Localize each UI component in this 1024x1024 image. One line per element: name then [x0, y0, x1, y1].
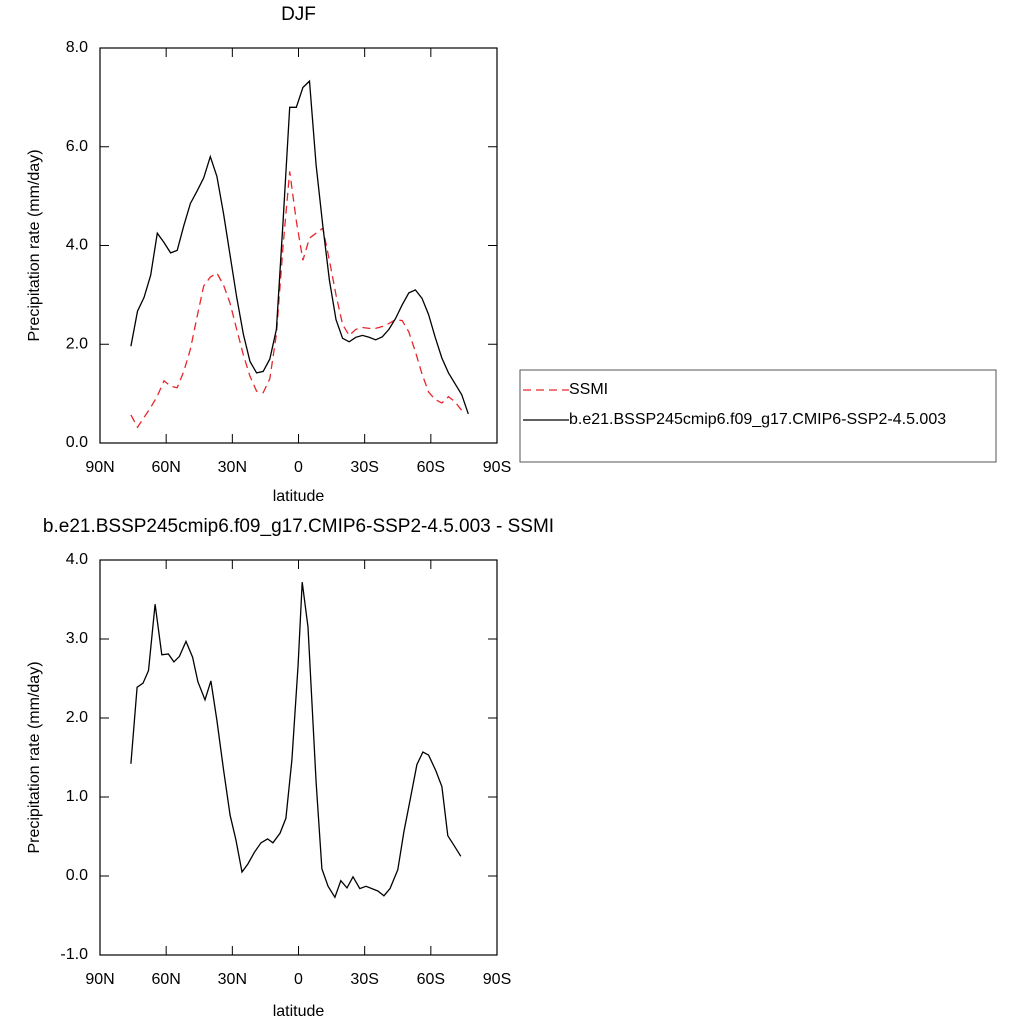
x-tick-label: 90N [85, 971, 114, 988]
x-tick-label: 60S [417, 971, 445, 988]
x-tick-label: 90S [483, 971, 511, 988]
y-tick-label: 4.0 [66, 237, 88, 254]
y-tick-label: -1.0 [60, 946, 88, 963]
legend-box [519, 369, 997, 463]
y-tick-label: 2.0 [66, 335, 88, 352]
x-tick-label: 30N [218, 971, 247, 988]
plot-frame [99, 559, 498, 956]
x-tick-label: 60N [151, 459, 180, 476]
x-axis-label: latitude [273, 488, 325, 505]
plot-frame [99, 47, 498, 444]
x-tick-label: 60S [417, 459, 445, 476]
y-tick-label: 8.0 [66, 39, 88, 56]
x-tick-label: 30S [350, 459, 378, 476]
x-tick-label: 0 [294, 971, 303, 988]
chart-title: DJF [281, 4, 316, 25]
y-tick-label: 0.0 [66, 867, 88, 884]
x-axis-label: latitude [273, 1003, 325, 1020]
y-axis-label: Precipitation rate (mm/day) [26, 149, 43, 341]
legend-label: b.e21.BSSP245cmip6.f09_g17.CMIP6-SSP2-4.… [569, 411, 946, 428]
chart-title: b.e21.BSSP245cmip6.f09_g17.CMIP6-SSP2-4.… [43, 516, 554, 537]
x-tick-label: 90N [85, 459, 114, 476]
y-tick-label: 1.0 [66, 788, 88, 805]
legend-label: SSMI [569, 381, 608, 398]
y-tick-label: 0.0 [66, 434, 88, 451]
data-line [130, 171, 463, 429]
x-tick-label: 90S [483, 459, 511, 476]
y-axis-label: Precipitation rate (mm/day) [26, 661, 43, 853]
y-tick-label: 6.0 [66, 138, 88, 155]
y-tick-label: 3.0 [66, 630, 88, 647]
x-tick-label: 60N [151, 971, 180, 988]
y-tick-label: 2.0 [66, 709, 88, 726]
x-tick-label: 30N [218, 459, 247, 476]
x-tick-label: 0 [294, 459, 303, 476]
x-tick-label: 30S [350, 971, 378, 988]
y-tick-label: 4.0 [66, 551, 88, 568]
data-line [130, 79, 469, 415]
data-line [130, 582, 462, 899]
